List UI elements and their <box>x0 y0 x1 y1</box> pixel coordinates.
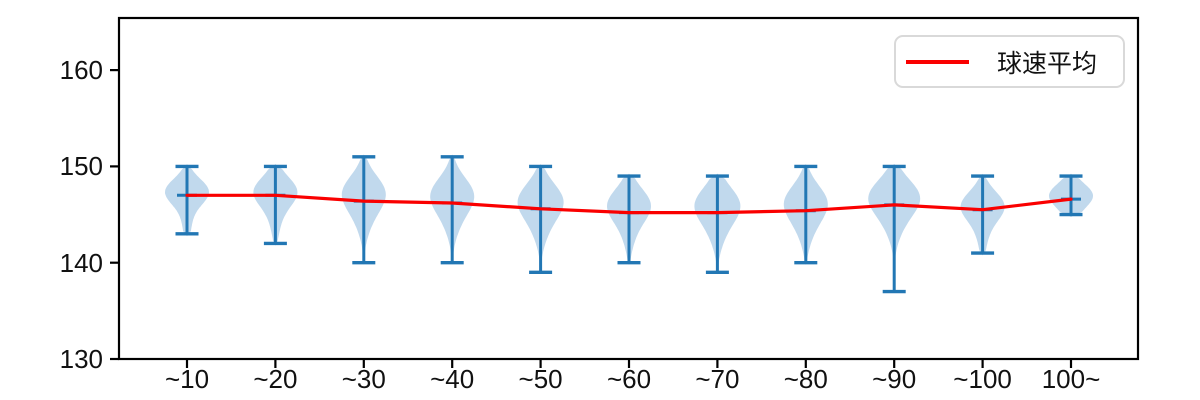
x-tick-label: ~80 <box>783 364 828 394</box>
x-tick-label: ~70 <box>695 364 740 394</box>
x-tick-label: ~30 <box>341 364 386 394</box>
y-tick-label: 130 <box>59 344 103 374</box>
y-tick-label: 140 <box>59 247 103 278</box>
y-tick-label: 150 <box>59 151 103 182</box>
mean-line <box>185 193 1073 215</box>
x-tick-label: ~100 <box>953 364 1012 394</box>
x-tick-label: ~10 <box>164 364 210 394</box>
mean-line-swatch-icon <box>906 59 969 64</box>
legend-label: 球速平均 <box>997 49 1098 78</box>
x-tick-label: 100~ <box>1041 364 1101 394</box>
x-tick-label: ~50 <box>518 364 563 394</box>
x-tick-label: ~20 <box>253 364 298 394</box>
x-tick-label: ~60 <box>606 364 652 394</box>
x-tick-label: ~90 <box>872 364 917 394</box>
y-tick-label: 160 <box>59 55 103 86</box>
legend: 球速平均 <box>894 35 1125 88</box>
x-tick-label: ~40 <box>430 364 475 394</box>
